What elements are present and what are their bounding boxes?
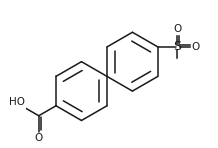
Text: O: O bbox=[174, 24, 182, 34]
Text: O: O bbox=[192, 42, 200, 52]
Text: HO: HO bbox=[9, 97, 25, 107]
Text: O: O bbox=[35, 133, 43, 143]
Text: S: S bbox=[173, 40, 181, 53]
